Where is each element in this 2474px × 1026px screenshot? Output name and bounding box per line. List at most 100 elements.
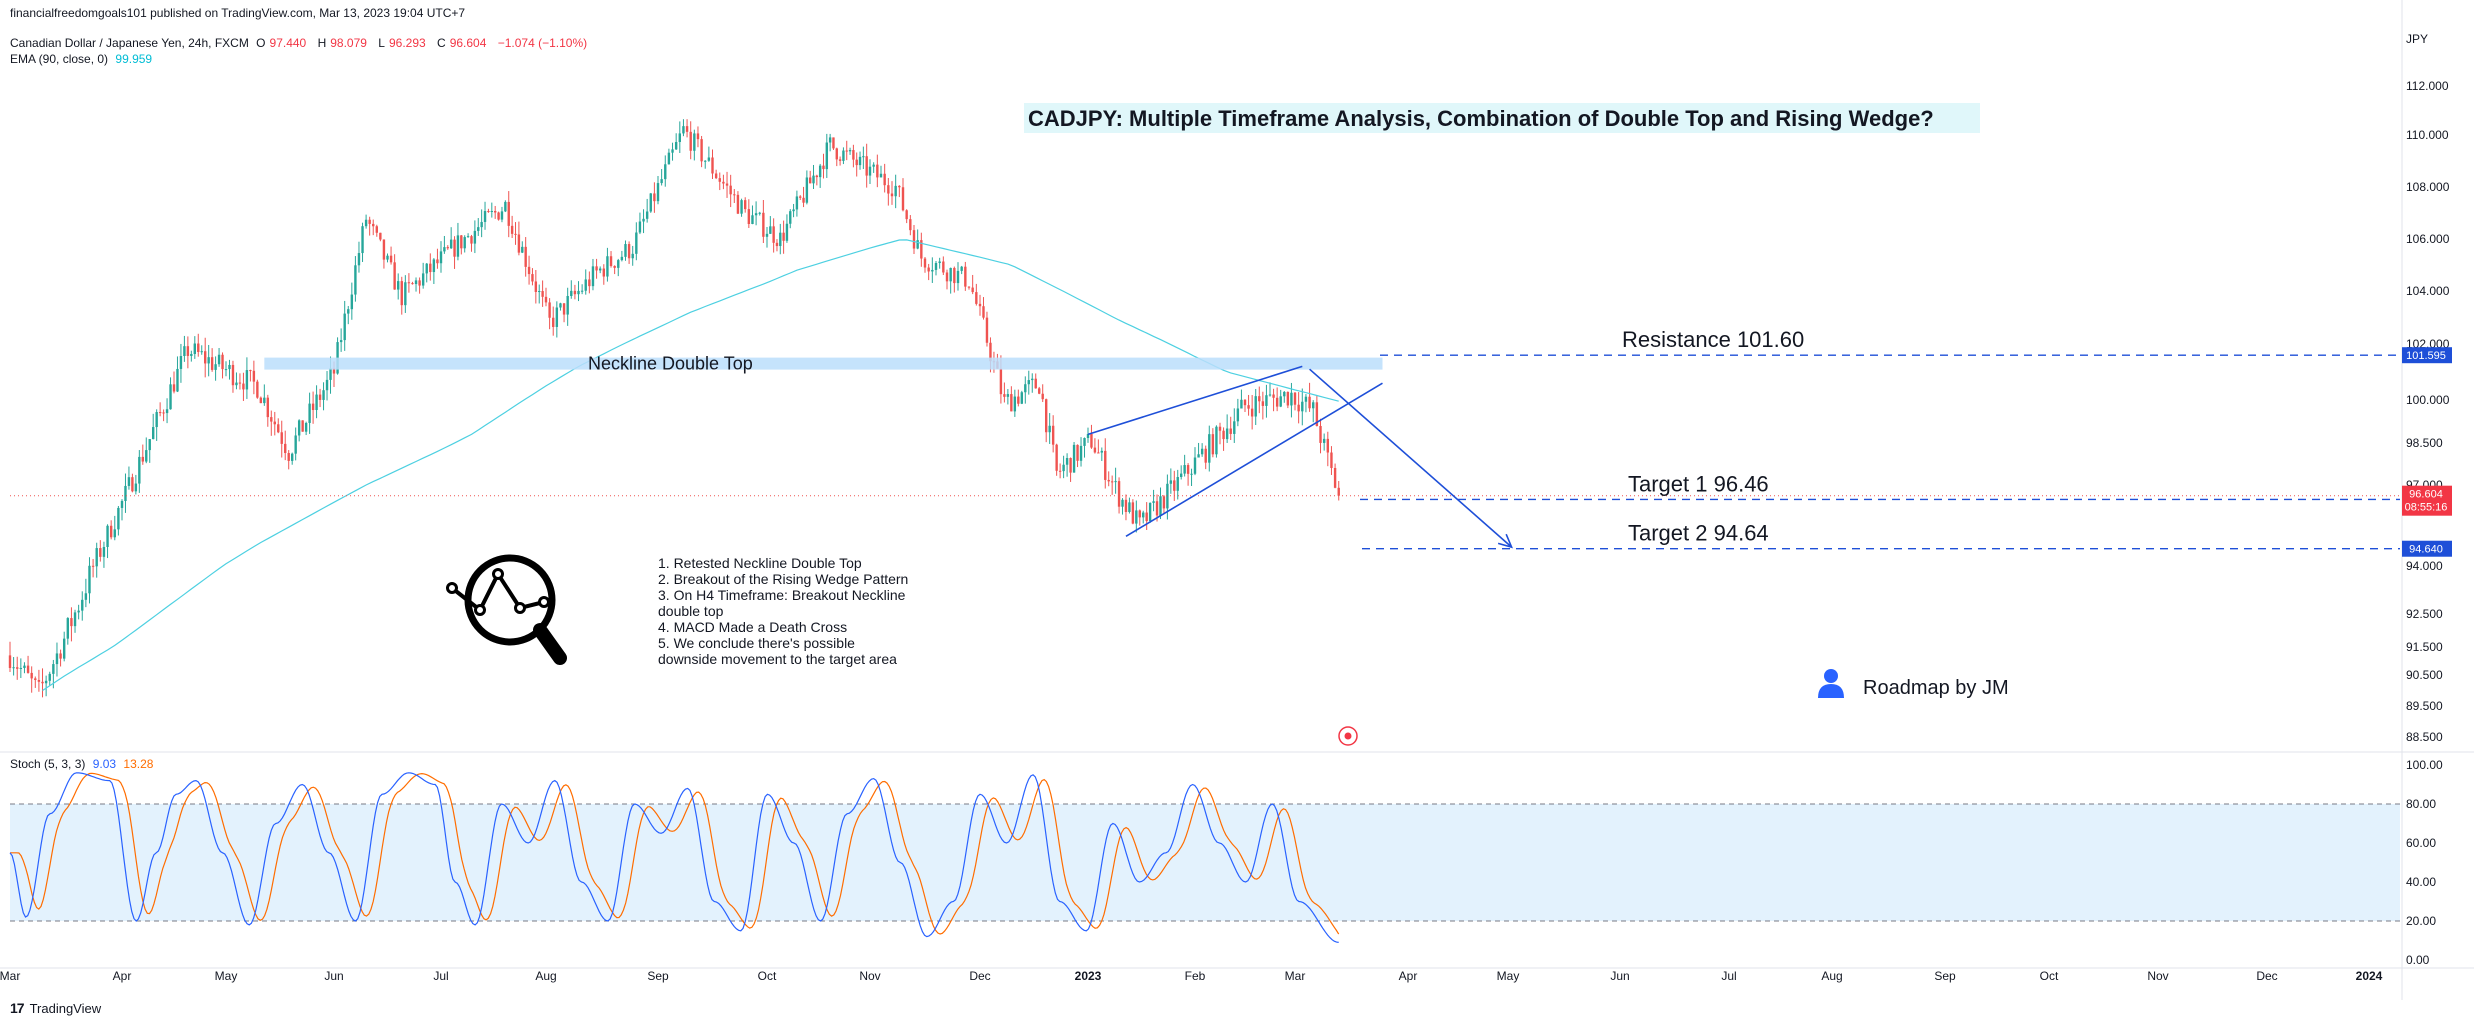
candle-body <box>407 282 411 284</box>
candle-body <box>779 232 782 247</box>
candle-body <box>1197 454 1200 458</box>
symbol-legend[interactable]: Canadian Dollar / Japanese Yen, 24h, FXC… <box>10 36 588 50</box>
candle-body <box>835 148 838 160</box>
level-label: Target 1 96.46 <box>1628 471 1769 496</box>
candle-body <box>322 390 325 400</box>
candle-body <box>500 211 504 220</box>
candle-body <box>1121 499 1124 507</box>
time-tick-label: Sep <box>1934 969 1956 983</box>
candle-body <box>214 364 217 370</box>
candle-body <box>577 290 580 295</box>
candle-body <box>73 612 77 627</box>
ema-legend[interactable]: EMA (90, close, 0) 99.959 <box>10 52 156 66</box>
candle-body <box>704 160 707 162</box>
level-label: Resistance 101.60 <box>1622 327 1804 352</box>
stoch-d-line <box>10 772 1340 935</box>
candle-body <box>34 678 37 680</box>
candle-body <box>1261 401 1265 406</box>
candle-body <box>1272 394 1275 398</box>
candle-body <box>1048 425 1051 433</box>
candle-body <box>1072 444 1076 473</box>
candle-body <box>769 226 772 234</box>
target-dot-icon <box>1338 726 1358 746</box>
candle-body <box>609 256 613 266</box>
candle-body <box>1200 448 1204 455</box>
candle-body <box>758 212 761 214</box>
candle-body <box>1051 425 1055 445</box>
candle-body <box>382 239 386 260</box>
candle-body <box>842 150 845 161</box>
brand-name: TradingView <box>29 1000 102 1016</box>
candle-body <box>956 270 960 284</box>
candle-body <box>1268 394 1272 396</box>
candle-body <box>179 355 183 369</box>
candle-body <box>411 283 414 285</box>
time-tick-label: Aug <box>535 969 556 983</box>
price-tag-label: 101.595 <box>2406 350 2446 362</box>
time-tick-label: 2023 <box>1075 969 1102 983</box>
candle-body <box>325 379 329 391</box>
candle-body <box>379 232 382 240</box>
candle-body <box>242 383 245 390</box>
level-label: Target 2 94.64 <box>1628 521 1769 546</box>
candle-body <box>504 201 507 212</box>
candle-body <box>77 610 80 613</box>
candle-body <box>1193 457 1197 474</box>
currency-label: JPY <box>2406 32 2429 46</box>
stoch-d-value: 13.28 <box>123 757 154 771</box>
candle-body <box>446 247 449 249</box>
candle-body <box>674 142 678 150</box>
candle-body <box>949 267 952 282</box>
candle-body <box>1301 401 1304 412</box>
stoch-legend[interactable]: Stoch (5, 3, 3) 9.03 13.28 <box>10 757 157 771</box>
candle-body <box>953 267 956 284</box>
price-tick-label: 91.500 <box>2406 640 2443 654</box>
candle-body <box>1258 396 1261 402</box>
candle-body <box>308 403 311 423</box>
candle-body <box>477 227 480 231</box>
candle-body <box>862 156 865 158</box>
candle-body <box>1145 512 1148 522</box>
user-icon <box>1824 669 1838 683</box>
tradingview-footer[interactable]: 17 TradingView <box>10 1000 101 1016</box>
candle-body <box>1229 428 1232 434</box>
note-line: 2. Breakout of the Rising Wedge Pattern <box>658 571 908 587</box>
candle-body <box>729 185 732 195</box>
stoch-k-line <box>9 772 1339 943</box>
symbol-name: Canadian Dollar / Japanese Yen, 24h, FXC… <box>10 36 249 50</box>
candle-body <box>1086 434 1090 439</box>
candle-body <box>985 317 989 343</box>
candle-body <box>999 368 1003 395</box>
analytics-magnifier-icon <box>446 554 567 665</box>
candle-body <box>1055 444 1058 471</box>
candle-body <box>667 152 671 165</box>
candle-body <box>372 223 375 227</box>
candle-body <box>183 346 186 356</box>
candle-body <box>733 194 736 196</box>
candle-body <box>483 211 487 222</box>
candle-body <box>570 290 573 296</box>
user-icon-body <box>1818 684 1844 698</box>
candle-body <box>1114 481 1117 483</box>
projection-arrow-line <box>1309 368 1513 548</box>
candle-body <box>354 265 357 295</box>
candle-body <box>37 679 41 682</box>
candle-body <box>339 340 343 343</box>
candle-body <box>693 133 696 151</box>
candle-body <box>1250 408 1254 417</box>
stoch-tick-label: 80.00 <box>2406 797 2436 811</box>
candle-body <box>386 255 389 260</box>
candle-body <box>782 232 785 241</box>
candle-body <box>887 185 890 194</box>
candle-body <box>1097 452 1100 454</box>
candle-body <box>1337 487 1340 496</box>
candle-body <box>1083 438 1086 446</box>
time-tick-label: Nov <box>859 969 880 983</box>
candle-body <box>624 244 627 257</box>
candle-body <box>613 265 616 268</box>
candle-body <box>1006 394 1010 397</box>
candle-body <box>473 230 477 244</box>
candle-body <box>964 266 967 287</box>
candlestick-series <box>8 119 1340 698</box>
